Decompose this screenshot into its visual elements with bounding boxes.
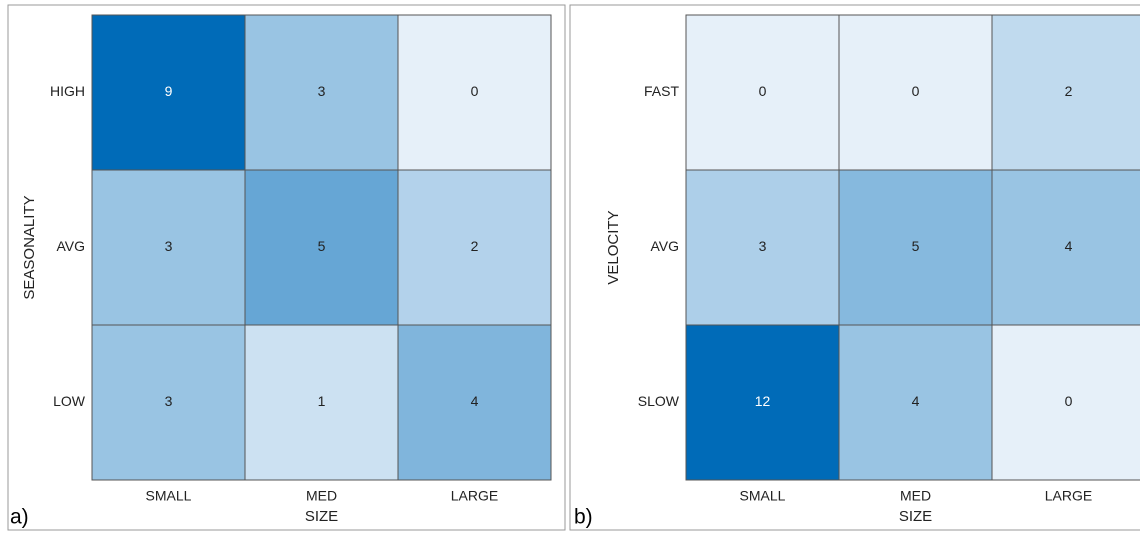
heatmap-cell: [397, 324, 552, 481]
cell-value-label: 9: [165, 83, 173, 99]
panel-frame: [7, 4, 566, 531]
heatmap-cell: [991, 14, 1140, 171]
x-tick-label: MED: [900, 488, 931, 504]
x-tick-label: SMALL: [146, 488, 192, 504]
y-tick-label: AVG: [56, 238, 85, 254]
cell-value-label: 0: [912, 83, 920, 99]
cell-value-label: 0: [1065, 393, 1073, 409]
x-tick-label: LARGE: [1045, 488, 1092, 504]
heatmap-cell: [91, 324, 246, 481]
heatmap-cell: [397, 14, 552, 171]
heatmap-cell: [991, 169, 1140, 326]
panel-label: a): [10, 506, 29, 529]
cell-value-label: 4: [1065, 238, 1073, 254]
cell-value-label: 1: [318, 393, 326, 409]
panel-label: b): [574, 506, 593, 529]
heatmap-cell: [838, 169, 993, 326]
x-tick-label: SMALL: [740, 488, 786, 504]
cell-value-label: 5: [318, 238, 326, 254]
cell-value-label: 4: [912, 393, 920, 409]
y-tick-label: SLOW: [638, 393, 680, 409]
cell-value-label: 2: [1065, 83, 1073, 99]
x-axis-title: SIZE: [899, 508, 932, 525]
y-tick-label: FAST: [644, 83, 679, 99]
y-tick-label: AVG: [650, 238, 679, 254]
cell-value-label: 3: [165, 238, 173, 254]
heatmap-cell: [244, 324, 399, 481]
heatmap-cell: [991, 324, 1140, 481]
x-tick-label: MED: [306, 488, 337, 504]
cell-value-label: 3: [165, 393, 173, 409]
cell-value-label: 3: [759, 238, 767, 254]
x-axis-title: SIZE: [305, 508, 338, 525]
heatmap-cell: [91, 14, 246, 171]
y-tick-label: HIGH: [50, 83, 85, 99]
cell-value-label: 5: [912, 238, 920, 254]
cell-value-label: 0: [471, 83, 479, 99]
cell-value-label: 2: [471, 238, 479, 254]
y-axis-title: VELOCITY: [605, 210, 622, 284]
heatmap-cell: [397, 169, 552, 326]
panel-frame: [569, 4, 1140, 531]
y-tick-label: LOW: [53, 393, 86, 409]
heatmap-cell: [91, 169, 246, 326]
cell-value-label: 0: [759, 83, 767, 99]
x-tick-label: LARGE: [451, 488, 498, 504]
heatmap-cell: [685, 169, 840, 326]
heatmap-cell: [244, 169, 399, 326]
heatmap-cell: [838, 14, 993, 171]
cell-value-label: 12: [755, 393, 771, 409]
y-axis-title: SEASONALITY: [21, 195, 38, 299]
cell-value-label: 4: [471, 393, 479, 409]
cell-value-label: 3: [318, 83, 326, 99]
